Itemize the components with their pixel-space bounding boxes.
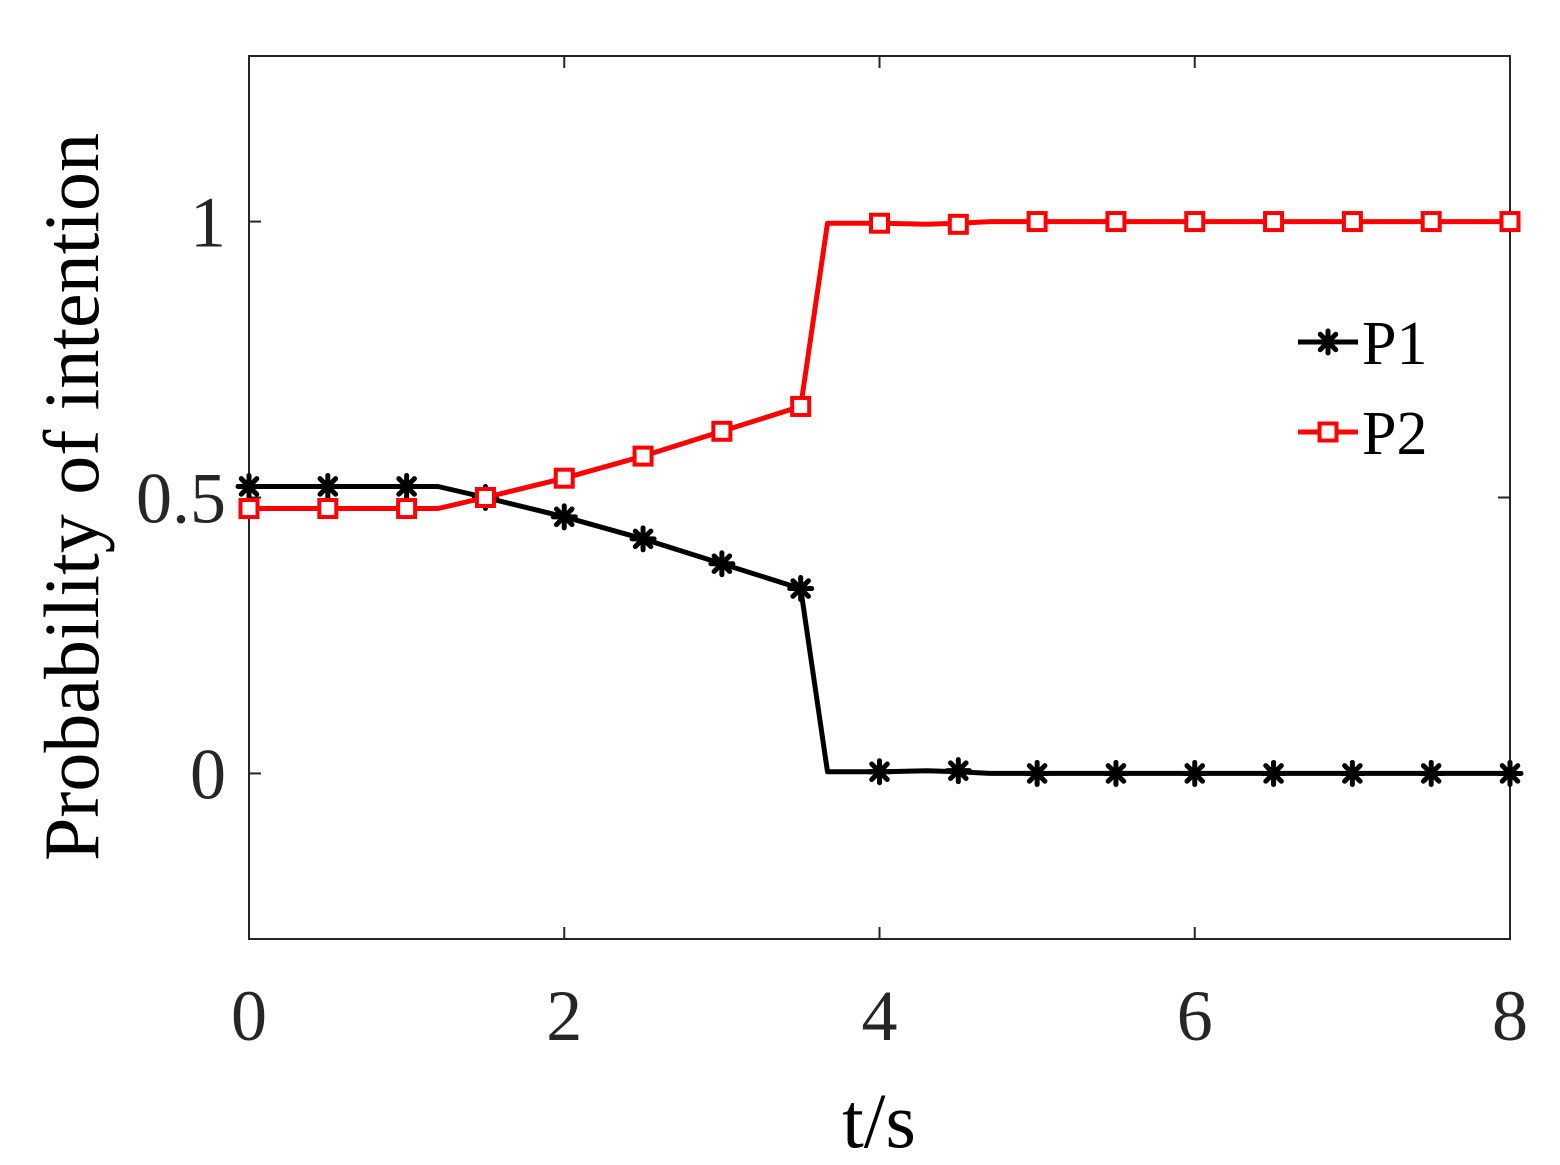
legend-label-p2: P2 xyxy=(1362,400,1427,468)
data-point-p1 xyxy=(787,575,815,603)
legend-item-p2: P2 xyxy=(1298,400,1427,468)
data-point-p2 xyxy=(1184,211,1206,233)
data-point-p2 xyxy=(632,445,654,467)
x-tick-label: 2 xyxy=(546,976,582,1056)
data-point-p1 xyxy=(1338,759,1366,787)
y-axis-label: Probability of intention xyxy=(28,133,115,861)
data-point-p2 xyxy=(711,420,733,442)
series-layer xyxy=(235,211,1524,787)
data-point-p2 xyxy=(947,213,969,235)
data-point-p2 xyxy=(396,498,418,520)
data-point-p2 xyxy=(790,395,812,417)
data-point-p1 xyxy=(629,525,657,553)
x-tick-label: 6 xyxy=(1177,976,1213,1056)
y-tick-label: 0.5 xyxy=(136,459,226,539)
data-point-p1 xyxy=(944,757,972,785)
data-point-p2 xyxy=(474,487,496,508)
data-point-p1 xyxy=(314,472,342,500)
data-point-p1 xyxy=(1496,759,1524,787)
legend-item-p1: P1 xyxy=(1298,310,1427,378)
data-point-p2 xyxy=(1105,211,1127,233)
y-tick-label: 0 xyxy=(190,734,226,814)
data-point-p2 xyxy=(1499,211,1521,233)
data-point-p1 xyxy=(708,550,736,578)
y-tick-label: 1 xyxy=(190,183,226,263)
data-point-p1 xyxy=(1260,759,1288,787)
x-tick-label: 0 xyxy=(231,976,267,1056)
data-point-p1 xyxy=(1417,759,1445,787)
data-point-p1 xyxy=(1023,759,1051,787)
data-point-p2 xyxy=(1026,211,1048,233)
series-line-p2 xyxy=(249,219,1510,511)
data-point-p2 xyxy=(317,498,339,520)
data-point-p1 xyxy=(1181,759,1209,787)
data-point-p2 xyxy=(869,212,890,234)
legend-marker-p1 xyxy=(1314,328,1342,356)
x-tick-label: 8 xyxy=(1492,976,1528,1056)
data-point-p1 xyxy=(550,503,578,531)
x-tick-label: 4 xyxy=(862,976,898,1056)
data-point-p2 xyxy=(238,498,260,520)
legend-marker-p2 xyxy=(1317,421,1339,443)
x-axis-label: t/s xyxy=(842,1077,916,1164)
plot-area-border xyxy=(248,55,1511,940)
data-point-p1 xyxy=(235,472,263,500)
data-point-p1 xyxy=(1102,759,1130,787)
axis-ticks: 0 2 4 6 8 0 0.5 1 xyxy=(136,56,1528,1056)
data-point-p2 xyxy=(1263,211,1285,233)
data-point-p1 xyxy=(866,758,893,786)
series-line-p1 xyxy=(249,484,1510,776)
data-point-p2 xyxy=(1420,211,1442,233)
data-point-p1 xyxy=(393,472,421,500)
data-point-p2 xyxy=(1341,211,1363,233)
data-point-p2 xyxy=(553,467,575,489)
legend-label-p1: P1 xyxy=(1362,310,1427,378)
